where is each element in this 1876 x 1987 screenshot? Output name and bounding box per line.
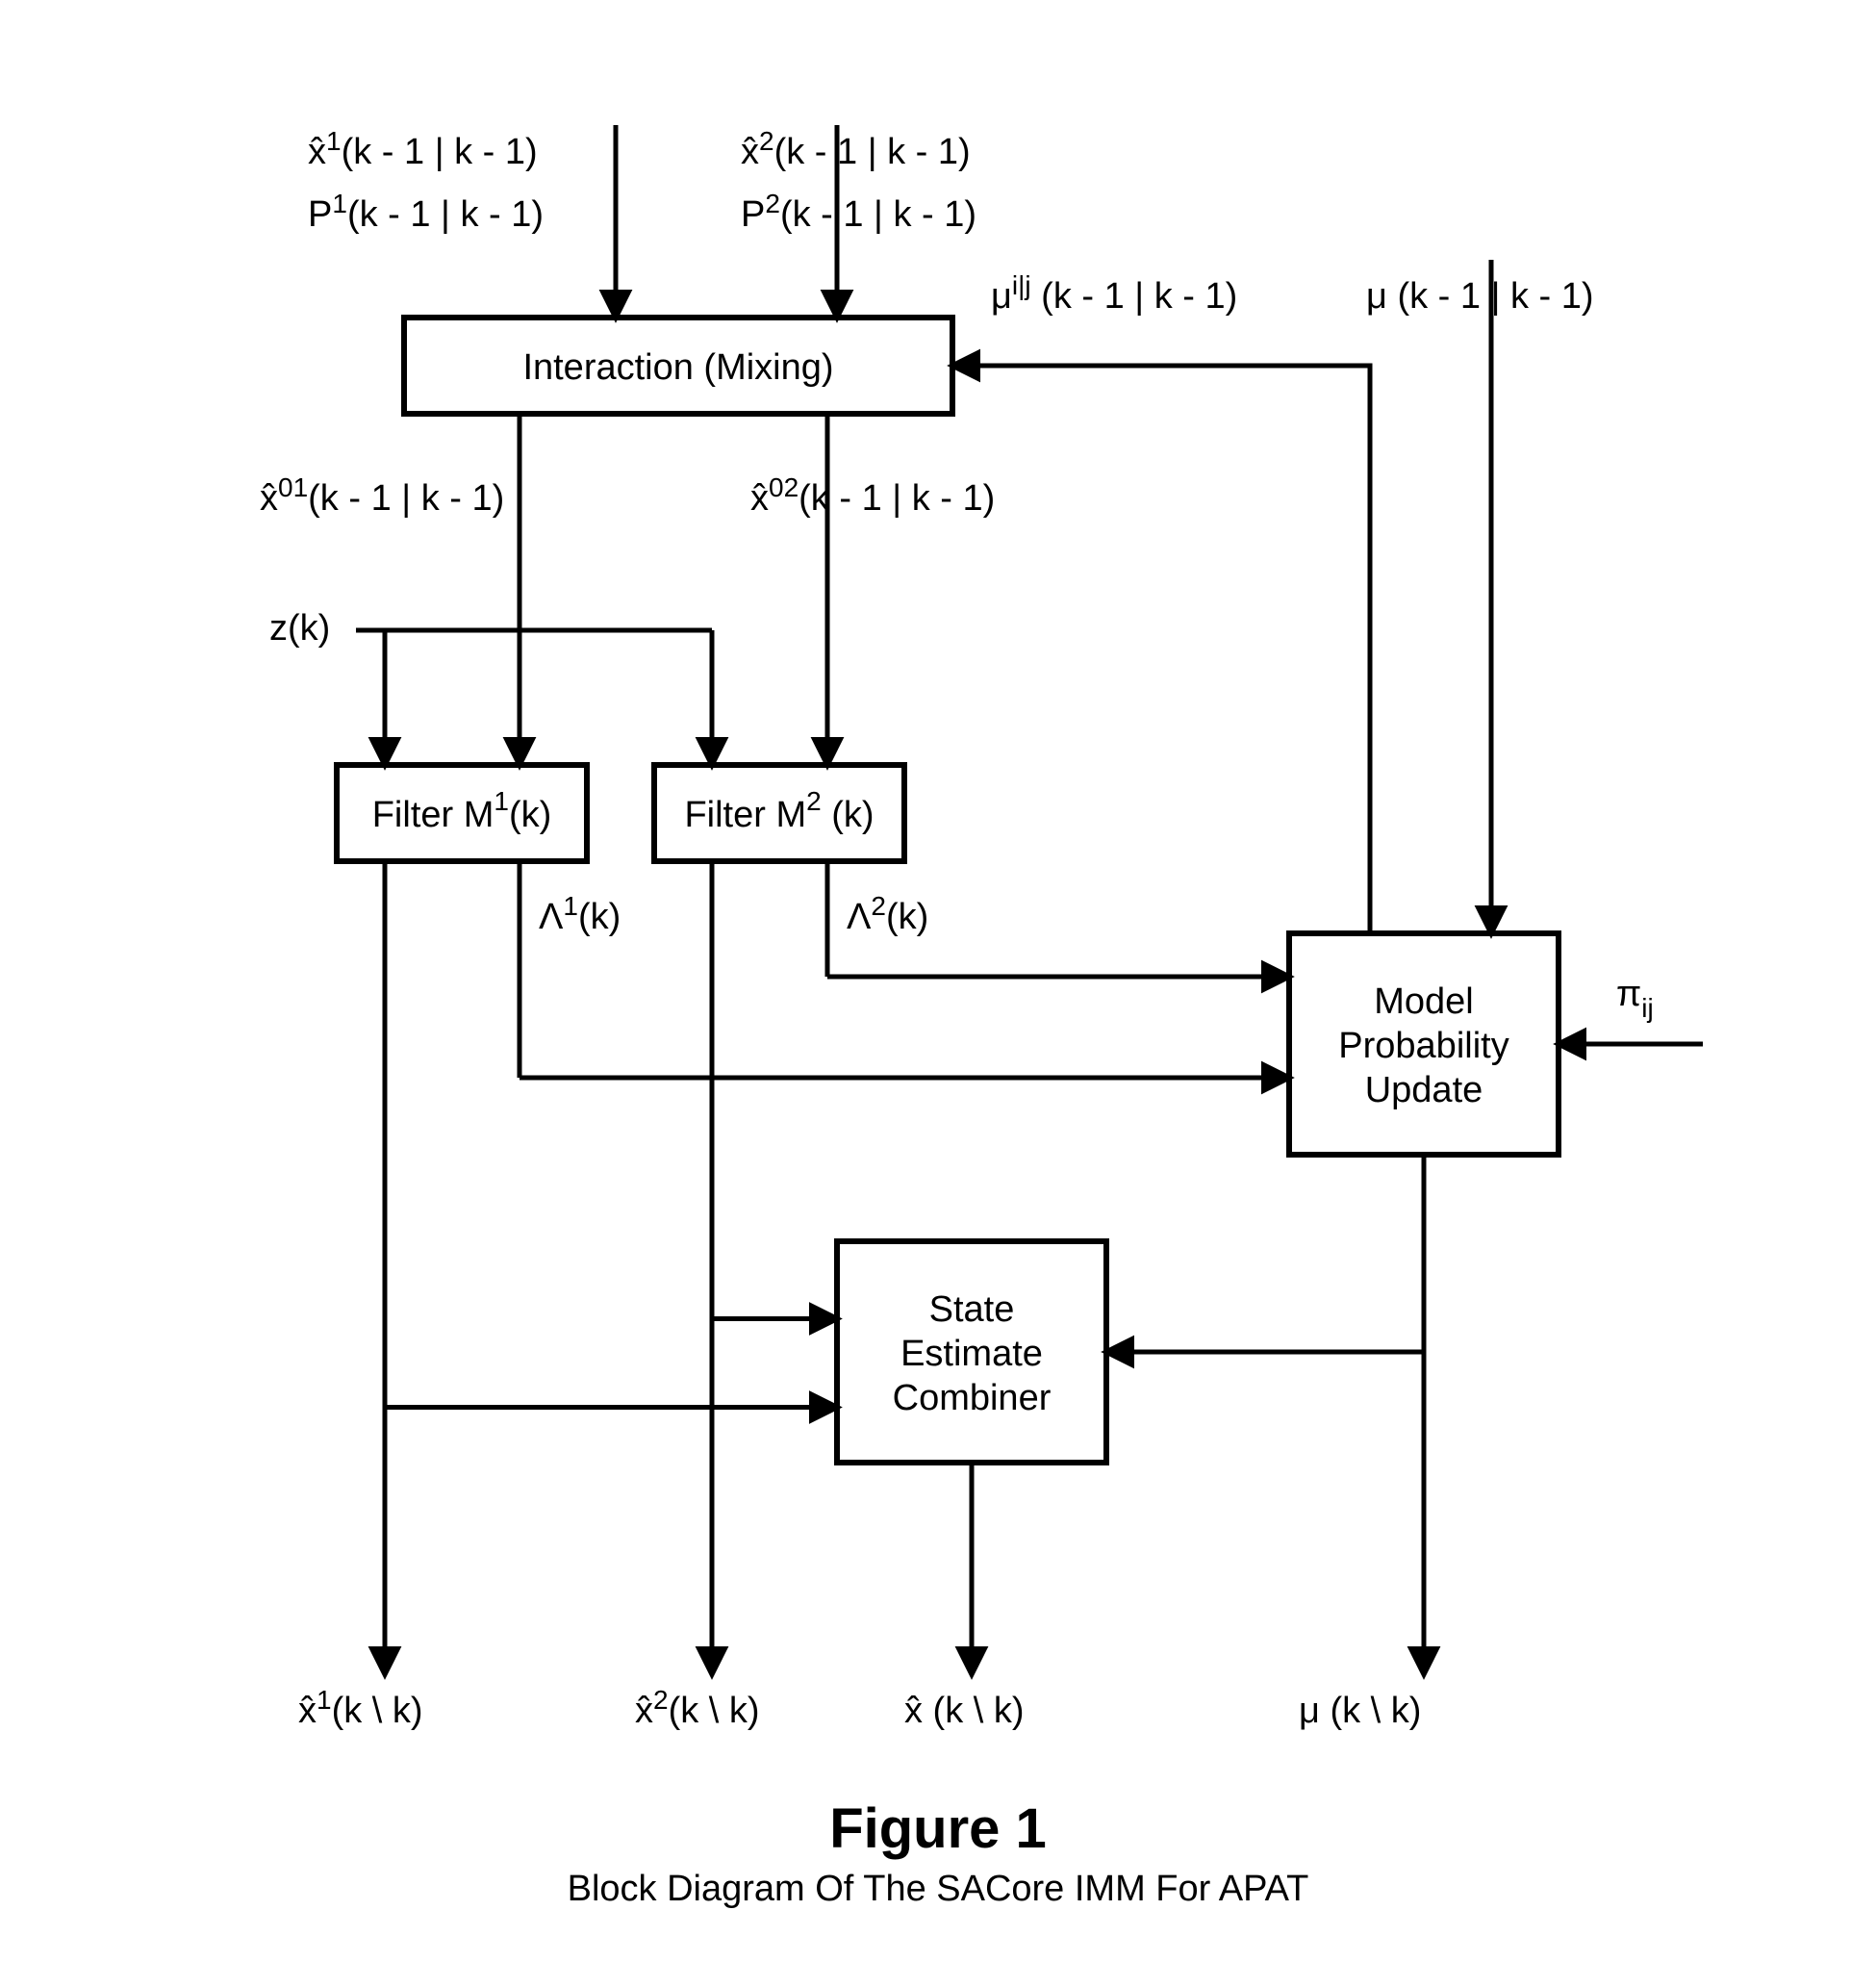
combiner-label-2: Combiner	[893, 1378, 1052, 1418]
label-in1b: P1(k - 1 | k - 1)	[308, 189, 544, 235]
label-pi: πij	[1616, 974, 1654, 1023]
label-out3: x̂ (k \ k)	[904, 1691, 1025, 1731]
label-L1: Λ1(k)	[539, 891, 621, 937]
mpu-label-0: Model	[1374, 981, 1474, 1022]
arrow-mpu-interaction	[952, 366, 1370, 933]
label-L2: Λ2(k)	[847, 891, 928, 937]
label-in2a: x̂2(k - 1 | k - 1)	[741, 126, 971, 172]
label-x01: x̂01(k - 1 | k - 1)	[260, 472, 504, 519]
label-mu_in: μ (k - 1 | k - 1)	[1366, 276, 1594, 317]
label-out4: μ (k \ k)	[1299, 1691, 1421, 1731]
mpu-label-2: Update	[1365, 1070, 1483, 1110]
mpu-label-1: Probability	[1338, 1026, 1508, 1066]
label-zk: z(k)	[269, 608, 330, 649]
figure-caption: Block Diagram Of The SACore IMM For APAT	[568, 1869, 1309, 1909]
label-out1: x̂1(k \ k)	[298, 1685, 423, 1731]
interaction-label: Interaction (Mixing)	[522, 347, 833, 388]
diagram-canvas: Interaction (Mixing)Filter M1(k)Filter M…	[0, 0, 1876, 1987]
label-x02: x̂02(k - 1 | k - 1)	[750, 472, 995, 519]
label-out2: x̂2(k \ k)	[635, 1685, 760, 1731]
combiner-label-0: State	[929, 1289, 1015, 1330]
label-in2b: P2(k - 1 | k - 1)	[741, 189, 976, 235]
label-in1a: x̂1(k - 1 | k - 1)	[308, 126, 538, 172]
label-mu_ij: μi|j (k - 1 | k - 1)	[991, 270, 1237, 317]
figure-title: Figure 1	[829, 1797, 1047, 1860]
combiner-label-1: Estimate	[900, 1334, 1043, 1374]
